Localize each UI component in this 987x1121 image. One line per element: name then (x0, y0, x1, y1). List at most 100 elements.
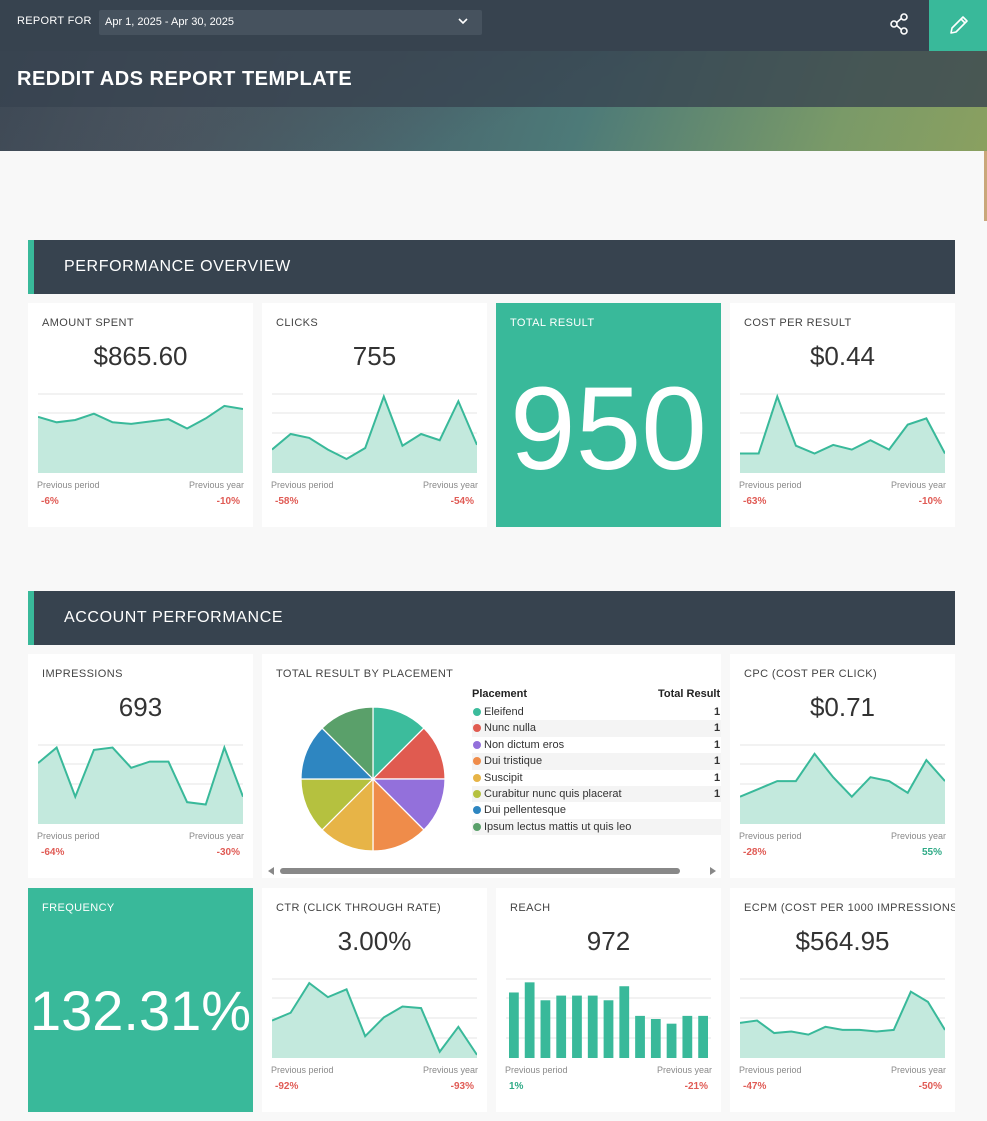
legend-dot-icon (473, 724, 481, 733)
card-label: CPC (COST PER CLICK) (744, 668, 878, 680)
bar (698, 1015, 709, 1058)
previous-period-label: Previous period (37, 831, 100, 841)
previous-period-label: Previous period (37, 480, 100, 490)
card-value: 972 (586, 926, 631, 956)
card-value: $0.71 (809, 692, 876, 722)
legend-dot-icon (473, 822, 481, 831)
placement-row: Ipsum lectus mattis ut quis leo (472, 818, 721, 836)
card-label: ECPM (COST PER 1000 IMPRESSIONS) (744, 902, 955, 914)
previous-period-label: Previous period (271, 480, 334, 490)
previous-year-label: Previous year (422, 1065, 478, 1075)
card-amount-spent: AMOUNT SPENT $865.60 Previous period Prev… (28, 303, 253, 527)
placement-row: Nunc nulla 1 (472, 720, 721, 737)
placement-value: 1 (714, 787, 721, 800)
bar (540, 1000, 551, 1058)
card-clicks: CLICKS 755 Previous period Previous year -… (262, 303, 487, 527)
bar (556, 995, 567, 1058)
page-scrollbar[interactable] (984, 151, 987, 221)
sparkline-line (740, 990, 945, 1036)
sparkline-line (740, 752, 945, 799)
bar (666, 1023, 677, 1058)
placement-name: Dui tristique (484, 755, 543, 768)
report-title-band: REDDIT ADS REPORT TEMPLATE (0, 51, 987, 107)
section-header-performance-overview: PERFORMANCE OVERVIEW (28, 240, 955, 294)
previous-year-label: Previous year (188, 831, 244, 841)
placement-value: 1 (714, 722, 721, 735)
bar (603, 1000, 614, 1058)
placement-row: Dui tristique 1 (472, 753, 721, 770)
placement-value: 1 (714, 755, 721, 768)
placement-value: 1 (714, 706, 721, 718)
sparkline-chart (272, 978, 477, 1058)
sparkline-line (38, 404, 243, 430)
sparkline-line (740, 393, 945, 455)
previous-period-label: Previous period (739, 1065, 802, 1075)
scroll-left-icon[interactable] (268, 867, 274, 875)
previous-year-change: -21% (684, 1081, 708, 1092)
placement-name: Dui pellentesque (484, 804, 566, 817)
legend-dot-icon (473, 773, 481, 782)
pie-slice[interactable] (321, 706, 374, 781)
previous-period-change: -58% (275, 496, 299, 507)
placement-name: Ipsum lectus mattis ut quis leo (484, 820, 632, 833)
previous-period-change: -63% (743, 496, 767, 507)
card-reach: REACH 972 Previous period Previous year 1%… (496, 888, 721, 1112)
previous-year-label: Previous year (422, 480, 478, 490)
card-label: TOTAL RESULT BY PLACEMENT (276, 668, 454, 680)
pencil-icon (950, 16, 968, 34)
placement-name: Curabitur nunc quis placerat (484, 787, 622, 800)
previous-year-label: Previous year (890, 480, 946, 490)
previous-year-change: -93% (450, 1081, 474, 1092)
bar (635, 1015, 645, 1058)
card-impressions: IMPRESSIONS 693 Previous period Previous … (28, 654, 253, 878)
date-range-value: Apr 1, 2025 - Apr 30, 2025 (105, 16, 235, 28)
card-label: AMOUNT SPENT (42, 317, 134, 329)
card-label: TOTAL RESULT (510, 317, 595, 329)
previous-period-label: Previous period (739, 831, 802, 841)
sparkline-chart (740, 978, 945, 1058)
legend-dot-icon (473, 708, 481, 716)
edit-button[interactable] (929, 0, 987, 51)
previous-year-change: -50% (918, 1081, 942, 1092)
scrollbar-thumb[interactable] (280, 868, 680, 874)
sparkline-chart (740, 744, 945, 824)
previous-year-change: -54% (450, 496, 474, 507)
placement-pie-chart (300, 706, 446, 852)
legend-dot-icon (473, 806, 481, 815)
sparkline-chart (38, 393, 243, 473)
bar (587, 995, 598, 1058)
report-for-label: REPORT FOR (17, 15, 92, 27)
placement-table-header: Placement Total Result (472, 684, 721, 704)
column-header-placement: Placement (472, 688, 528, 700)
sparkline-chart (506, 978, 711, 1058)
date-range-select[interactable]: Apr 1, 2025 - Apr 30, 2025 (99, 10, 482, 35)
card-total-result: TOTAL RESULT 950 (496, 303, 721, 527)
previous-year-change: -30% (216, 847, 240, 858)
placement-name: Nunc nulla (484, 722, 536, 735)
sparkline-area (740, 753, 945, 824)
section-title: ACCOUNT PERFORMANCE (64, 609, 284, 626)
scroll-right-icon[interactable] (710, 867, 716, 875)
sparkline-area (38, 747, 243, 824)
horizontal-scrollbar[interactable] (266, 865, 718, 877)
sparkline-line (272, 981, 477, 1056)
sparkline-area (38, 405, 243, 473)
legend-dot-icon (473, 757, 481, 766)
column-header-total-result: Total Result (658, 688, 721, 700)
card-label: CLICKS (276, 317, 319, 329)
card-label: FREQUENCY (42, 902, 115, 914)
card-value: 693 (118, 692, 163, 722)
sparkline-area (272, 983, 477, 1058)
previous-year-change: -10% (918, 496, 942, 507)
sparkline-area (272, 396, 477, 473)
sparkline-area (740, 991, 945, 1058)
placement-value: 1 (714, 738, 721, 751)
previous-period-change: -64% (41, 847, 65, 858)
card-cost-per-result: COST PER RESULT $0.44 Previous period Pre… (730, 303, 955, 527)
legend-dot-icon (473, 740, 481, 749)
placement-name: Non dictum eros (484, 738, 565, 751)
card-frequency: FREQUENCY 132.31% (28, 888, 253, 1112)
share-icon[interactable] (888, 12, 912, 36)
placement-row: Eleifend 1 (472, 704, 721, 720)
placement-row: Suscipit 1 (472, 770, 721, 786)
